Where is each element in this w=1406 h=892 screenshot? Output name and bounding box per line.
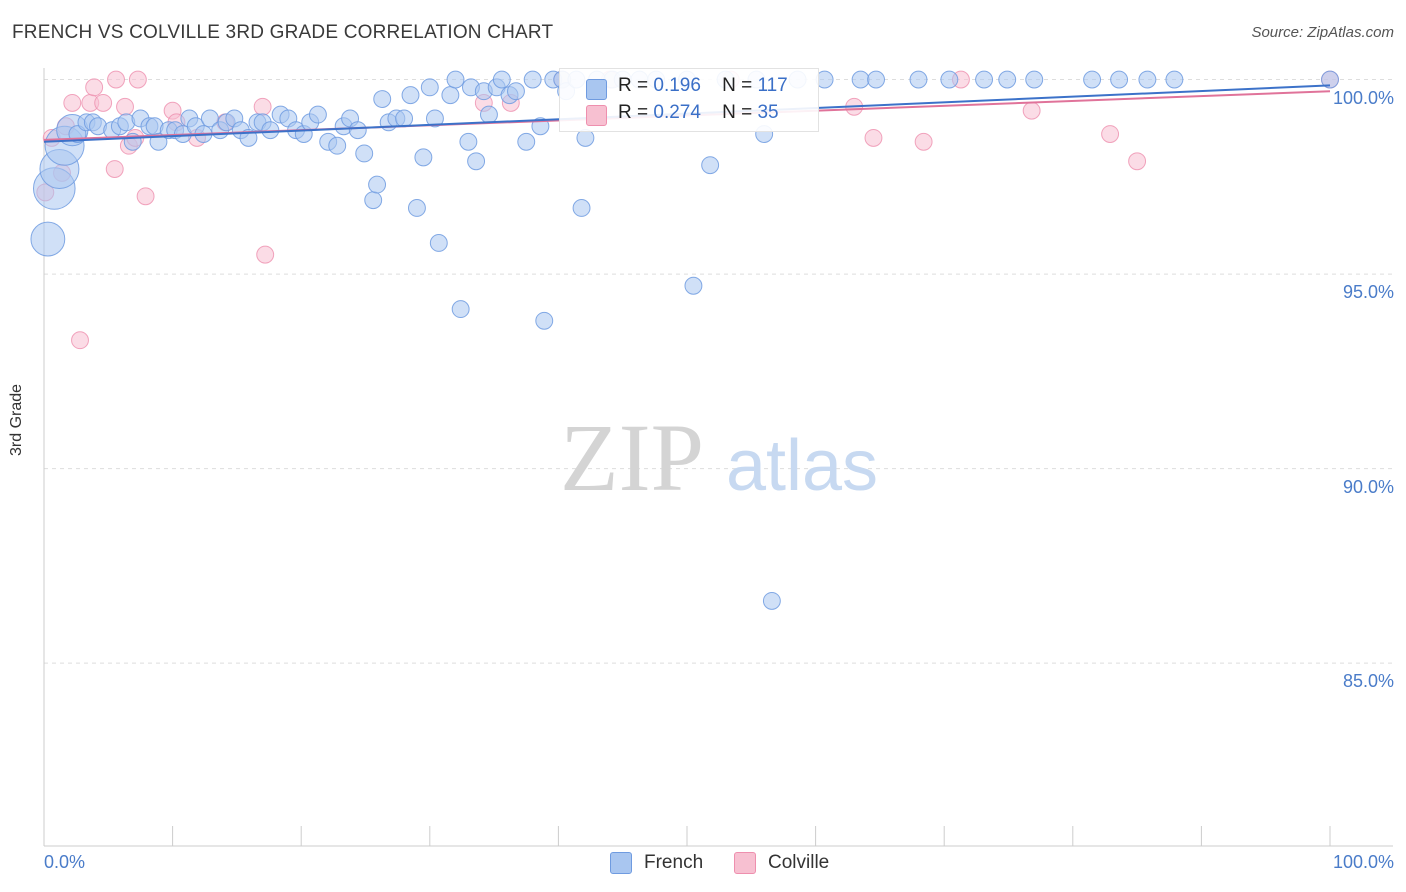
colville-point: [136, 187, 155, 206]
french-point: [1110, 70, 1129, 89]
french-point: [441, 86, 460, 105]
french-point: [420, 78, 439, 97]
french-r-value: 0.196: [653, 75, 701, 96]
french-point: [459, 132, 478, 151]
colville-point: [1022, 101, 1041, 120]
watermark-zip: ZIP: [560, 404, 704, 511]
legend: French Colville: [0, 852, 1406, 878]
french-point: [30, 221, 66, 257]
french-point: [1321, 70, 1339, 89]
french-point: [851, 70, 870, 89]
french-point: [395, 109, 414, 128]
french-point: [480, 105, 498, 124]
french-point: [535, 311, 554, 330]
colville-point: [116, 97, 134, 116]
french-point: [368, 175, 387, 194]
french-point: [308, 105, 327, 124]
axes: [43, 68, 1393, 847]
y-tick-label: 100.0%: [1332, 87, 1394, 108]
french-point: [348, 121, 367, 140]
colville-stats-row: R = 0.274 N = 35: [618, 100, 779, 126]
french-point: [407, 199, 426, 217]
french-point: [425, 109, 444, 128]
french-point: [492, 70, 511, 89]
watermark-atlas: atlas: [726, 426, 878, 506]
y-axis-label: 3rd Grade: [8, 383, 25, 456]
stats-box: R = 0.196 N = 117 R = 0.274 N = 35: [559, 68, 819, 132]
french-point: [572, 199, 591, 217]
colville-point: [128, 70, 147, 89]
legend-label-colville: Colville: [768, 852, 830, 873]
y-tick-label: 90.0%: [1342, 476, 1394, 497]
french-point: [1138, 70, 1157, 89]
french-point: [364, 191, 383, 210]
french-point: [401, 86, 420, 105]
french-point: [373, 90, 392, 108]
french-points: [30, 70, 1339, 610]
legend-label-french: French: [644, 852, 704, 873]
colville-r-label: R =: [618, 102, 649, 123]
colville-point: [94, 93, 113, 112]
french-point: [1083, 70, 1102, 89]
french-point: [446, 70, 465, 89]
french-point: [200, 109, 219, 128]
colville-point: [1101, 125, 1120, 143]
french-point: [975, 70, 994, 89]
colville-point: [85, 78, 104, 97]
french-point: [328, 136, 347, 155]
french-n-label: N =: [722, 75, 753, 96]
chart-title: FRENCH VS COLVILLE 3RD GRADE CORRELATION…: [12, 22, 554, 43]
legend-item-colville[interactable]: Colville: [734, 852, 829, 874]
french-n-value: 117: [757, 75, 788, 96]
french-point: [762, 591, 781, 610]
french-point: [998, 70, 1017, 89]
colville-stats-swatch: [586, 105, 607, 126]
french-point: [909, 70, 928, 89]
colville-point: [105, 160, 124, 178]
french-point: [355, 144, 374, 163]
colville-legend-swatch: [734, 852, 756, 874]
french-point: [940, 70, 959, 89]
colville-point: [63, 93, 82, 112]
french-point: [1165, 70, 1184, 89]
french-legend-swatch: [610, 852, 632, 874]
x-tick-label-right: 100.0%: [1332, 852, 1394, 872]
french-stats-swatch: [586, 79, 607, 100]
french-point: [507, 82, 525, 101]
french-point: [867, 70, 885, 89]
french-point: [1025, 70, 1044, 89]
source-label: Source: ZipAtlas.com: [1251, 24, 1394, 41]
french-point: [429, 234, 448, 252]
colville-point: [71, 331, 89, 350]
y-tick-label: 95.0%: [1342, 282, 1394, 303]
french-point: [701, 156, 720, 175]
colville-point: [1128, 152, 1147, 171]
y-tick-label: 85.0%: [1342, 671, 1394, 692]
colville-n-label: N =: [722, 102, 753, 123]
watermark: ZIP atlas: [560, 404, 878, 511]
french-point: [576, 128, 595, 147]
colville-point: [914, 132, 933, 151]
french-point: [451, 300, 470, 319]
french-point: [523, 70, 542, 89]
colville-point: [253, 97, 272, 116]
x-tick-label-left: 0.0%: [44, 852, 86, 872]
colville-r-value: 0.274: [653, 102, 701, 123]
colville-point: [864, 128, 883, 147]
colville-point: [107, 70, 125, 89]
french-point: [517, 132, 536, 151]
legend-item-french[interactable]: French: [610, 852, 703, 874]
french-point: [467, 152, 486, 171]
colville-n-value: 35: [757, 102, 779, 123]
french-point: [684, 276, 703, 295]
colville-point: [256, 245, 275, 264]
french-stats-row: R = 0.196 N = 117: [618, 73, 788, 99]
french-r-label: R =: [618, 75, 649, 96]
french-point: [414, 148, 433, 167]
